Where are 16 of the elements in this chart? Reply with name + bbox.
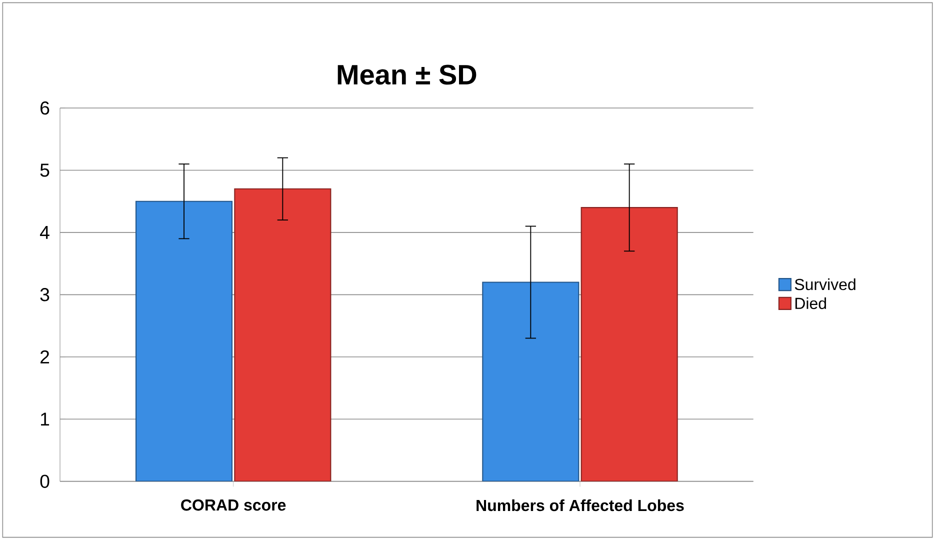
y-tick-label: 2 [40,350,50,364]
bar [135,200,233,482]
y-tick-label: 3 [40,288,50,302]
y-tick-label: 5 [40,164,50,177]
bar [580,207,678,482]
bar [482,282,580,482]
y-tick-label: 6 [40,101,50,115]
chart-title: Mean ± SD [338,64,476,85]
bar [234,188,332,482]
legend-label: Survived [794,278,856,290]
y-tick-label: 0 [40,474,50,488]
x-tick-label: CORAD score [181,499,286,511]
y-tick-label: 1 [41,412,50,426]
y-tick-label: 4 [40,226,50,239]
legend-label: Died [795,297,826,310]
x-tick-label: Numbers of Affected Lobes [476,499,684,512]
